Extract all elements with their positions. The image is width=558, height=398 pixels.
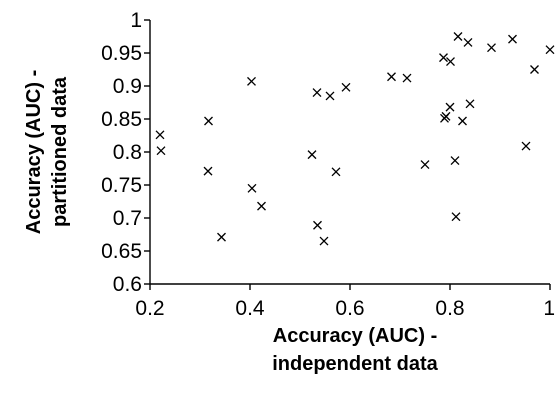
data-point (445, 102, 455, 112)
data-point (203, 166, 213, 176)
y-tick-label: 0.75 (101, 174, 142, 197)
data-point (453, 32, 463, 41)
data-point (446, 57, 455, 67)
data-point (487, 43, 496, 53)
data-point (247, 76, 256, 86)
data-point (341, 82, 351, 92)
data-point (465, 99, 475, 109)
y-tick-label: 0.95 (101, 42, 142, 65)
data-points (155, 32, 555, 246)
data-point (521, 141, 531, 151)
x-tick-label: 0.8 (435, 297, 464, 320)
data-point (325, 91, 335, 101)
y-tick-label: 0.85 (101, 108, 142, 131)
y-tick-label: 0.8 (113, 141, 142, 164)
data-point (313, 220, 322, 230)
data-point (307, 150, 317, 160)
data-point (387, 72, 396, 82)
x-axis-title-line-2: independent data (272, 353, 438, 375)
data-point (439, 53, 448, 63)
y-axis-title-line-1: Accuracy (AUC) - (23, 70, 45, 234)
x-tick-label: 0.6 (335, 297, 364, 320)
data-point (217, 232, 226, 242)
data-point (257, 201, 266, 211)
data-point (451, 212, 461, 222)
data-point (312, 88, 322, 98)
x-tick-label: 0.2 (135, 297, 164, 320)
y-ticks: 0.6 0.65 0.7 0.75 0.8 0.85 0.9 0.95 1 (101, 9, 150, 296)
data-point (458, 116, 467, 126)
data-point (441, 111, 451, 121)
data-point (319, 236, 329, 246)
y-tick-label: 0.65 (101, 240, 142, 263)
x-tick-label: 1 (543, 297, 555, 320)
x-ticks: 0.2 0.4 0.6 0.8 1 (135, 284, 555, 320)
x-axis-title-line-1: Accuracy (AUC) - (273, 325, 437, 347)
data-point (463, 37, 473, 47)
data-point (155, 130, 165, 140)
data-point (530, 65, 539, 74)
data-point (156, 146, 166, 156)
data-point (420, 160, 430, 169)
y-tick-label: 0.6 (113, 273, 142, 296)
data-point (247, 183, 257, 193)
y-tick-label: 0.7 (113, 207, 142, 230)
data-point (204, 116, 213, 126)
data-point (331, 167, 341, 177)
axes (149, 20, 550, 285)
data-point (402, 73, 412, 83)
y-tick-label: 0.9 (113, 75, 142, 98)
y-axis-title-line-2: partitioned data (49, 76, 71, 227)
x-tick-label: 0.4 (235, 297, 265, 320)
data-point (545, 45, 555, 55)
data-point (508, 34, 517, 44)
y-tick-label: 1 (130, 9, 142, 32)
data-point (450, 156, 460, 166)
